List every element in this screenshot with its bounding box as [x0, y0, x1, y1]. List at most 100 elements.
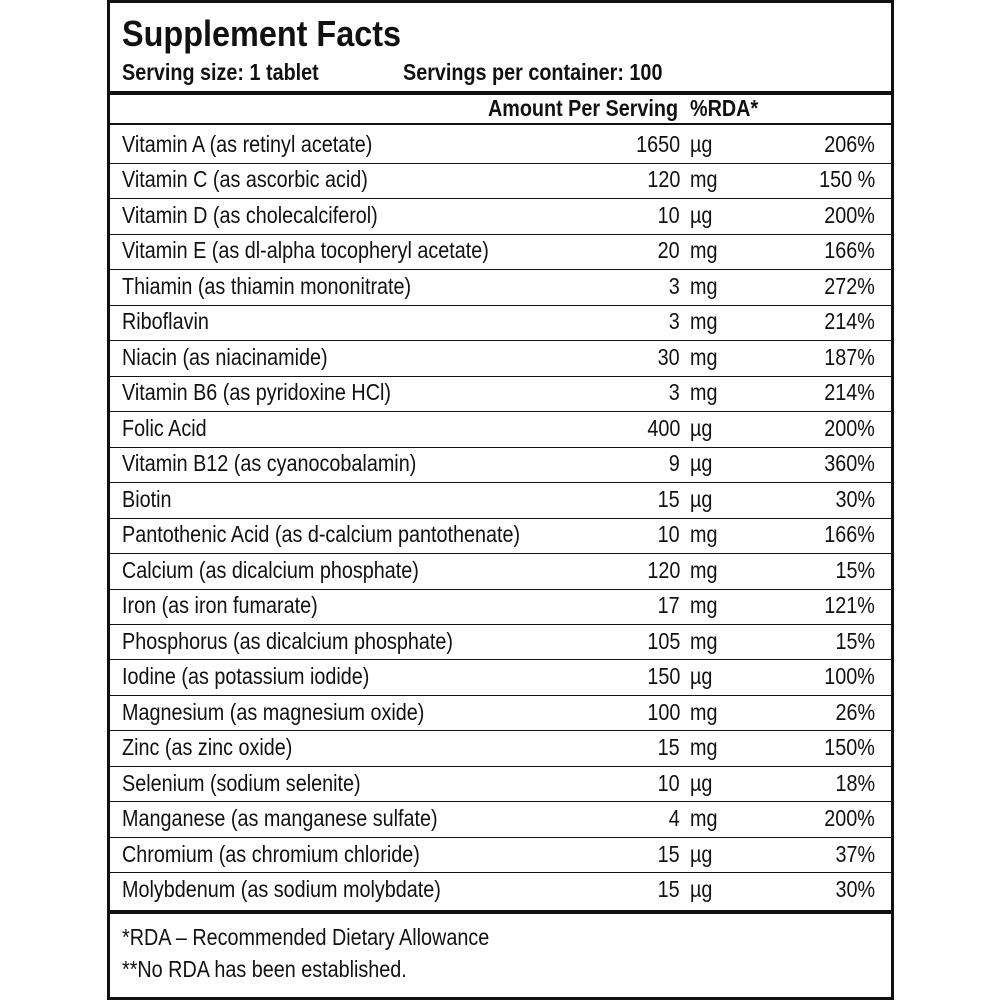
rda: 206% [824, 131, 875, 157]
nutrient-name: Vitamin B12 (as cyanocobalamin) [122, 450, 417, 477]
row-divider [107, 730, 894, 732]
row-divider [107, 269, 894, 271]
servings-per-container: Servings per container: 100 [403, 59, 663, 85]
rda: 100% [824, 663, 875, 690]
nutrient-name: Iodine (as potassium iodide) [122, 663, 370, 690]
nutrient-name: Vitamin C (as ascorbic acid) [122, 166, 368, 193]
nutrient-name: Riboflavin [122, 308, 209, 335]
rda: 214% [824, 379, 875, 406]
unit: mg [690, 698, 718, 725]
rda: 200% [824, 201, 875, 228]
nutrient-name: Calcium (as dicalcium phosphate) [122, 556, 419, 583]
row-divider [107, 482, 894, 483]
amount: 105 [646, 627, 680, 654]
amount: 15 [657, 840, 680, 867]
nutrient-name: Niacin (as niacinamide) [122, 343, 328, 370]
unit: µg [690, 840, 713, 867]
amount: 20 [657, 237, 680, 264]
unit: µg [690, 414, 713, 441]
divider [107, 123, 894, 125]
row-divider [107, 446, 894, 448]
row-divider [107, 517, 894, 519]
unit: µg [690, 769, 713, 796]
unit: mg [690, 237, 718, 264]
unit: mg [690, 627, 718, 654]
nutrient-name: Vitamin E (as dl-alpha tocopheryl acetat… [122, 237, 489, 264]
rda: 30% [835, 485, 875, 512]
rda: 200% [824, 414, 875, 441]
unit: mg [690, 166, 718, 193]
unit: mg [690, 272, 718, 299]
column-header: Amount Per Serving [487, 95, 678, 121]
unit: µg [690, 450, 713, 477]
nutrient-name: Biotin [122, 485, 172, 512]
rda: 200% [824, 805, 875, 832]
rda: 37% [835, 840, 875, 867]
nutrient-name: Chromium (as chromium chloride) [122, 840, 420, 867]
nutrient-name: Selenium (sodium selenite) [122, 769, 361, 796]
footnote: **No RDA has been established. [122, 956, 407, 982]
serving-size: Serving size: 1 tablet [122, 59, 319, 85]
amount: 3 [668, 272, 680, 299]
amount: 10 [657, 769, 680, 796]
unit: mg [690, 343, 718, 370]
rda: 360% [824, 450, 875, 477]
row-divider [107, 233, 894, 235]
divider [107, 91, 894, 95]
amount: 400 [646, 414, 680, 441]
nutrient-name: Manganese (as manganese sulfate) [122, 805, 438, 832]
amount: 15 [657, 734, 680, 761]
amount: 1650 [635, 131, 680, 157]
row-divider [107, 765, 894, 767]
amount: 120 [646, 556, 680, 583]
unit: µg [690, 663, 713, 690]
unit: µg [690, 876, 713, 902]
nutrient-name: Iron (as iron fumarate) [122, 592, 318, 619]
unit: mg [690, 379, 718, 406]
row-divider [107, 411, 894, 413]
amount: 120 [646, 166, 680, 193]
row-divider [107, 340, 894, 342]
rda: 30% [835, 876, 875, 902]
row-divider [107, 198, 894, 200]
rda: 121% [824, 592, 875, 619]
unit: mg [690, 308, 718, 335]
unit: mg [690, 556, 718, 583]
row-divider [107, 623, 894, 625]
unit: mg [690, 592, 718, 619]
rda: 15% [835, 627, 875, 654]
nutrient-name: Thiamin (as thiamin mononitrate) [122, 272, 412, 299]
amount: 3 [668, 379, 680, 406]
amount: 10 [657, 201, 680, 228]
amount: 15 [657, 876, 680, 902]
nutrient-name: Pantothenic Acid (as d-calcium pantothen… [122, 521, 521, 548]
rda: 150% [824, 734, 875, 761]
footnote: *RDA – Recommended Dietary Allowance [122, 924, 490, 950]
unit: µg [690, 485, 713, 512]
unit: mg [690, 521, 718, 548]
amount: 17 [657, 592, 680, 619]
row-divider [107, 304, 894, 306]
row-divider [107, 836, 894, 838]
row-divider [107, 694, 894, 696]
unit: mg [690, 734, 718, 761]
nutrient-name: Zinc (as zinc oxide) [122, 734, 293, 761]
amount: 10 [657, 521, 680, 548]
rda: 15% [835, 556, 875, 583]
amount: 100 [646, 698, 680, 725]
nutrient-name: Magnesium (as magnesium oxide) [122, 698, 425, 725]
rda: 214% [824, 308, 875, 335]
title: Supplement Facts [122, 13, 402, 54]
amount: 3 [668, 308, 680, 335]
nutrient-name: Vitamin A (as retinyl acetate) [122, 131, 373, 157]
amount: 15 [657, 485, 680, 512]
rda: 272% [824, 272, 875, 299]
rda: 26% [835, 698, 875, 725]
unit: µg [690, 131, 713, 157]
nutrient-name: Folic Acid [122, 414, 207, 441]
row-divider [107, 801, 894, 803]
amount: 150 [646, 663, 680, 690]
column-header: %RDA* [690, 95, 759, 121]
rda: 187% [824, 343, 875, 370]
